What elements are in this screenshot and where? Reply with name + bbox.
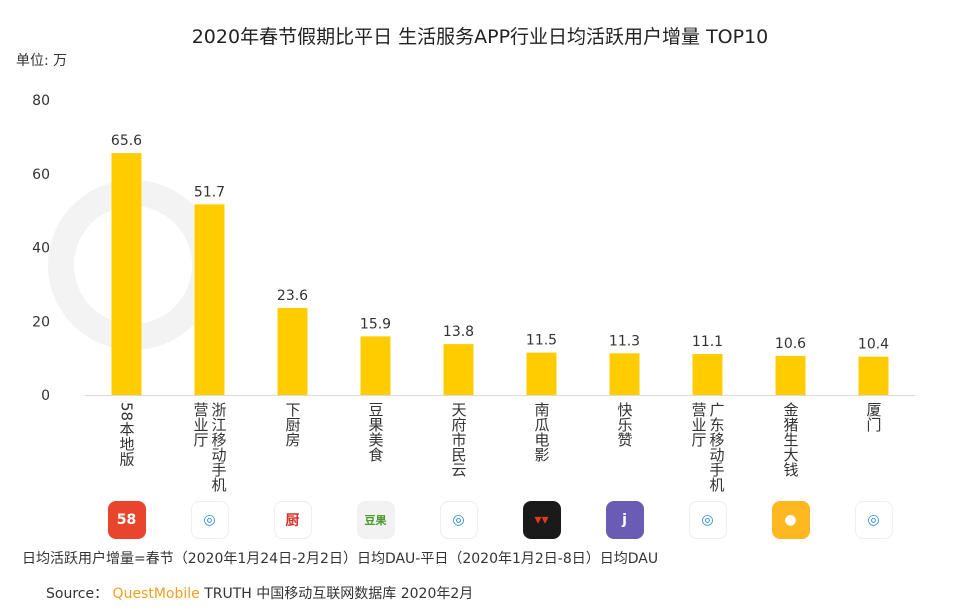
data-label: 11.1 bbox=[692, 334, 723, 350]
y-tick-label: 40 bbox=[32, 241, 50, 257]
x-tick-label: 广东移动手机营业厅 bbox=[689, 402, 726, 492]
x-tick-label: 快乐赞 bbox=[615, 402, 634, 447]
x-tick-label: 豆果美食 bbox=[366, 402, 385, 462]
bar bbox=[692, 354, 723, 395]
data-label: 13.8 bbox=[443, 324, 474, 340]
china-mobile-icon: ◎ bbox=[190, 501, 229, 539]
source-line: Source： QuestMobile TRUTH 中国移动互联网数据库 202… bbox=[46, 583, 473, 603]
jinzhu-icon: ● bbox=[771, 501, 810, 539]
source-prefix: Source： bbox=[46, 586, 109, 602]
nangua-icon: ▾▾ bbox=[522, 501, 561, 539]
bar bbox=[526, 352, 557, 395]
xiachufang-icon: 厨 bbox=[273, 501, 312, 539]
x-tick-label: 天府市民云 bbox=[449, 402, 468, 477]
china-mobile-icon: ◎ bbox=[688, 501, 727, 539]
x-tick-label: 厦门 bbox=[864, 402, 883, 432]
data-label: 65.6 bbox=[111, 133, 142, 149]
data-label: 10.6 bbox=[775, 336, 806, 352]
bar bbox=[609, 353, 640, 395]
x-tick-label: 下厨房 bbox=[283, 402, 302, 447]
tianfu-icon: ◎ bbox=[439, 501, 478, 539]
bar bbox=[443, 344, 474, 395]
bar bbox=[360, 336, 391, 395]
x-tick-label: 南瓜电影 bbox=[532, 402, 551, 462]
y-tick-label: 80 bbox=[32, 93, 50, 109]
bar bbox=[277, 307, 308, 395]
y-tick-label: 0 bbox=[41, 388, 50, 404]
58-app-icon: 58 bbox=[107, 501, 146, 539]
bar bbox=[111, 153, 142, 395]
x-tick-label: 浙江移动手机营业厅 bbox=[191, 402, 228, 492]
bar bbox=[194, 204, 225, 395]
unit-label: 单位: 万 bbox=[16, 53, 68, 69]
x-tick-label: 58本地版 bbox=[117, 402, 136, 467]
data-label: 10.4 bbox=[858, 337, 889, 353]
bar bbox=[858, 356, 889, 395]
douguo-icon: 豆果 bbox=[356, 501, 395, 539]
data-label: 11.3 bbox=[609, 333, 640, 349]
kuailezan-icon: j bbox=[605, 501, 644, 539]
data-label: 23.6 bbox=[277, 288, 308, 304]
x-tick-label: 金猪生大钱 bbox=[781, 402, 800, 477]
data-label: 15.9 bbox=[360, 316, 391, 332]
y-tick-label: 60 bbox=[32, 167, 50, 183]
chart-title: 2020年春节假期比平日 生活服务APP行业日均活跃用户增量 TOP10 bbox=[191, 26, 769, 48]
y-tick-label: 20 bbox=[32, 314, 50, 330]
xiamen-icon: ◎ bbox=[854, 501, 893, 539]
footnote: 日均活跃用户增量=春节（2020年1月24日-2月2日）日均DAU-平日（202… bbox=[22, 551, 659, 567]
data-label: 11.5 bbox=[526, 333, 557, 349]
data-label: 51.7 bbox=[194, 184, 225, 200]
bar bbox=[775, 355, 806, 395]
source-text: TRUTH 中国移动互联网数据库 2020年2月 bbox=[204, 586, 474, 602]
source-brand: QuestMobile bbox=[112, 586, 200, 602]
